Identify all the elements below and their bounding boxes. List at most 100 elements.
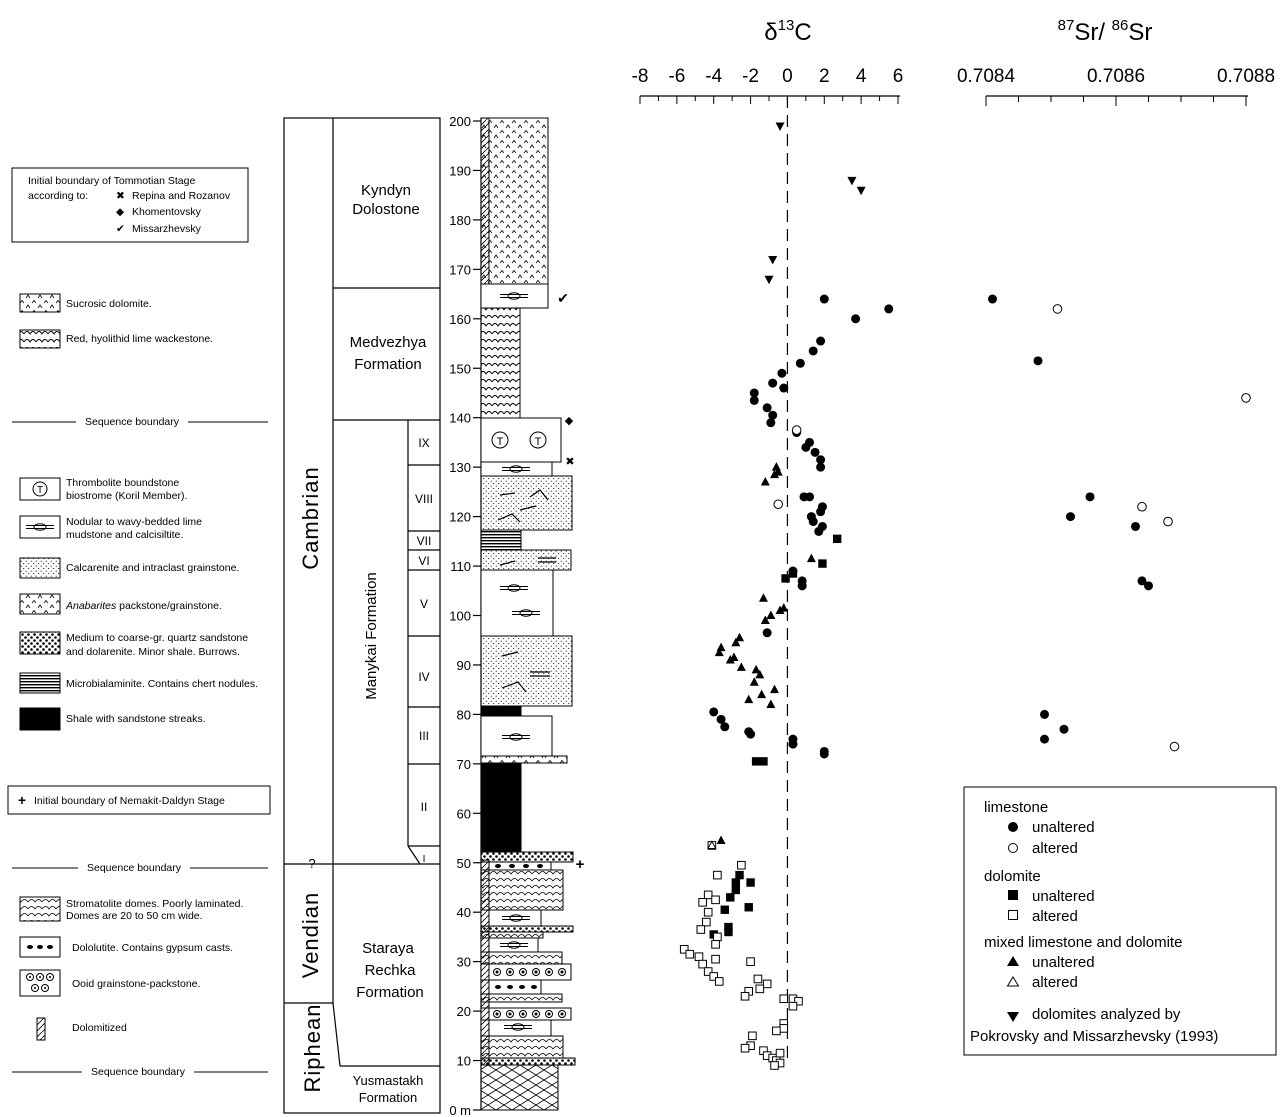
point-pokrovsky-dolomite: [775, 122, 785, 131]
legend-dolomite-unaltered: unaltered: [1032, 888, 1095, 905]
sr-tick-label: 0.7086: [1087, 66, 1145, 87]
kyndyn-bed: [480, 117, 549, 285]
point-mixed-unaltered: [714, 647, 724, 657]
shale-label: Shale with sandstone streaks.: [66, 713, 206, 725]
kyndyn-label-1: Kyndyn: [361, 182, 411, 199]
point-limestone-altered: [1169, 741, 1180, 752]
carbon-tick-label: 4: [856, 66, 867, 87]
point-limestone-unaltered: [884, 304, 894, 314]
point-limestone-unaltered: [1131, 521, 1140, 531]
point-limestone-unaltered: [851, 314, 861, 324]
point-pokrovsky-dolomite: [856, 186, 866, 196]
wackestone-label: Red, hyolithid lime wackestone.: [66, 333, 213, 345]
microbialaminite-label: Microbialaminite. Contains chert nodules…: [66, 678, 258, 690]
point-limestone-unaltered: [716, 714, 726, 724]
question-mark: ?: [308, 856, 315, 871]
point-mixed-unaltered: [725, 655, 735, 664]
point-limestone-unaltered: [1137, 576, 1147, 586]
nodular-bed-v: [480, 569, 554, 637]
point-limestone-unaltered: [816, 336, 826, 346]
depth-tick-label: 10: [457, 1054, 471, 1069]
point-dolomite-unaltered: [751, 757, 761, 766]
point-mixed-altered: [707, 840, 717, 849]
point-mixed-unaltered: [716, 642, 726, 652]
legend-mixed-altered: altered: [1032, 974, 1078, 991]
svg-text:T: T: [535, 436, 542, 448]
depth-tick-label: 30: [457, 955, 471, 970]
depth-tick-label: 50: [457, 856, 471, 871]
staraya-label-3: Formation: [356, 984, 424, 1001]
legend-limestone-altered: altered: [1032, 840, 1078, 857]
legend-mixed: mixed limestone and dolomite: [984, 934, 1182, 951]
depth-tick-label: 170: [449, 262, 471, 277]
point-limestone-unaltered: [810, 447, 820, 457]
depth-tick-label: 90: [457, 658, 471, 673]
thrombolite-swatch: [19, 477, 61, 501]
point-dolomite-unaltered: [726, 893, 735, 902]
sandstone-bed-i: [480, 851, 574, 863]
unit-i: I: [423, 854, 426, 865]
point-limestone-unaltered: [746, 729, 756, 739]
point-pokrovsky-dolomite: [768, 255, 778, 265]
unit-ii: II: [421, 800, 428, 814]
point-limestone-unaltered: [1040, 734, 1049, 744]
point-dolomite-altered: [713, 870, 722, 880]
stromatolite-label-2: Domes are 20 to 50 cm wide.: [66, 910, 203, 922]
point-dolomite-altered: [762, 979, 772, 989]
microbialaminite-bed: [480, 529, 522, 551]
point-limestone-unaltered: [817, 521, 827, 531]
point-dolomite-altered: [703, 967, 713, 976]
point-mixed-unaltered: [744, 694, 754, 704]
microbialaminite-swatch: [19, 672, 61, 694]
point-limestone-unaltered: [766, 418, 776, 428]
point-limestone-unaltered: [720, 722, 730, 732]
carbon-tick-label: -8: [632, 66, 649, 87]
point-mixed-unaltered: [735, 632, 745, 642]
medvezhya-label-1: Medvezhya: [350, 334, 427, 351]
point-limestone-altered: [1052, 304, 1063, 314]
open-circle-icon: [1008, 843, 1018, 853]
point-dolomite-altered: [788, 1001, 798, 1011]
manykai-label: Manykai Formation: [363, 572, 380, 700]
point-dolomite-unaltered: [759, 757, 768, 766]
unit-iii: III: [419, 729, 429, 743]
depth-tick-label: 190: [449, 163, 471, 178]
calcarenite-bed-iv: [480, 635, 573, 707]
strontium-isotope-chart: 87Sr/ 86Sr 0.7084 0.7086 0.7088: [957, 17, 1275, 752]
plus-icon: +: [18, 792, 26, 808]
depth-tick-label: 120: [449, 510, 471, 525]
point-mixed-unaltered: [736, 662, 746, 671]
point-dolomite-altered: [737, 860, 746, 870]
nemakit-plus-icon: +: [576, 856, 585, 873]
wackestone-swatch: [19, 329, 61, 349]
stromatolite-swatch: [19, 896, 61, 922]
wackestone-bed: [480, 307, 521, 419]
khomentovsky-label: Khomentovsky: [132, 206, 202, 218]
point-mixed-unaltered: [749, 677, 759, 686]
repina-cross-icon: ✖: [565, 456, 574, 468]
system-riphean: Riphean: [300, 1004, 325, 1093]
open-square-icon: [1008, 910, 1018, 920]
point-limestone-unaltered: [816, 455, 826, 465]
point-limestone-unaltered: [1059, 724, 1069, 734]
depth-tick-label: 40: [457, 905, 471, 920]
point-dolomite-altered: [740, 1043, 750, 1053]
diamond-icon: ◆: [116, 206, 125, 218]
thrombolite-icon: T: [37, 485, 43, 496]
filled-triangle-icon: [1007, 956, 1019, 966]
nemakit-label: Initial boundary of Nemakit-Daldyn Stage: [34, 795, 225, 807]
point-dolomite-altered: [685, 949, 695, 959]
calcarenite-bed-1: [480, 475, 573, 531]
point-limestone-unaltered: [788, 739, 798, 749]
point-dolomite-altered: [703, 907, 713, 917]
point-dolomite-altered: [702, 917, 711, 927]
sandstone-label-1: Medium to coarse-gr. quartz sandstone: [66, 632, 248, 644]
point-dolomite-altered: [703, 890, 713, 900]
point-dolomite-unaltered: [735, 870, 744, 880]
point-limestone-unaltered: [709, 707, 719, 717]
point-dolomite-altered: [740, 991, 750, 1001]
point-limestone-altered: [1241, 393, 1251, 403]
point-dolomite-altered: [794, 996, 803, 1006]
point-limestone-unaltered: [819, 749, 829, 759]
point-dolomite-altered: [698, 898, 707, 907]
